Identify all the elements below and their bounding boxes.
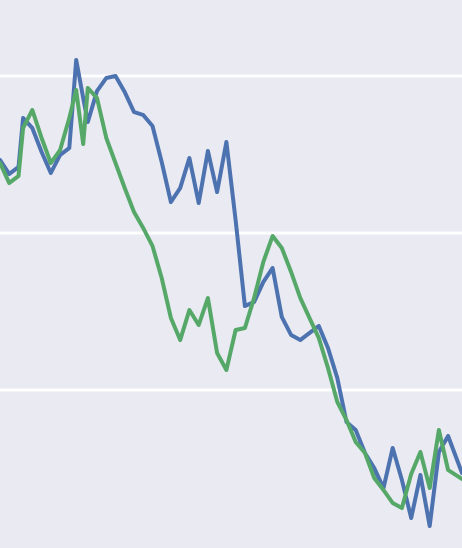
gridlines — [0, 74, 462, 392]
series-lines — [0, 58, 462, 528]
series-line-1 — [0, 86, 462, 510]
